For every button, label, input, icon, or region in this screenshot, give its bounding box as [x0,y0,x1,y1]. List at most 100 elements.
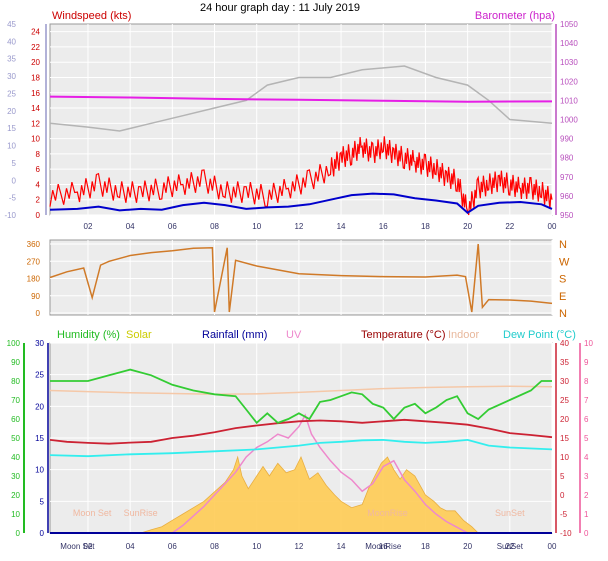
wind-average-line [49,192,553,214]
legend-dew-point: Dew Point (°C) [503,329,576,341]
humidity-y-tick-label: 90 [11,358,20,367]
outer-y-tick-label: 20 [7,107,16,116]
outer-y-tick-label: -5 [9,194,17,203]
wind-y-tick-label: 14 [31,104,40,113]
baro-y-tick-label: 1030 [560,58,578,67]
baro-y-tick-label: 980 [560,154,574,163]
rain-y-tick-label: 30 [35,339,44,348]
uv-y-tick-label: 7 [584,396,589,405]
wind-x-tick-label: 20 [463,222,472,231]
temp-y-tick-label: 10 [560,453,569,462]
combined-x-tick-label: 10 [252,542,261,551]
baro-y-tick-label: 950 [560,211,574,220]
wind-direction-line [49,243,553,313]
outer-y-tick-label: 25 [7,89,16,98]
direction-panel-background [49,239,553,316]
wind-x-tick-label: 10 [252,222,261,231]
uv-y-tick-label: 5 [584,434,589,443]
baro-y-tick-label: 1050 [560,20,578,29]
wind-x-tick-label: 12 [294,222,303,231]
combined-x-tick-label: 14 [337,542,346,551]
humidity-y-tick-label: 0 [16,529,21,538]
combined-x-tick-label: 16 [379,542,388,551]
combined-series-layer: Moon Set SunRise MoonRise SunSet [49,368,553,534]
sun-moon-annotation: SunSet [495,508,525,518]
combined-legend: Humidity (%) Solar Rainfall (mm) UV Temp… [57,329,576,341]
combined-panel-axes: 02 04 06 08 10 12 14 16 18 20 22 003025201510501009… [7,339,594,551]
gray-trace-layer [49,65,553,132]
wind-x-tick-label: 02 [84,222,93,231]
rain-y-tick-label: 20 [35,402,44,411]
wind-y-tick-label: 24 [31,28,40,37]
sun-moon-annotation: MoonRise [367,508,408,518]
legend-temperature: Temperature (°C) [361,329,445,341]
compass-label: S [559,274,566,286]
humidity-y-tick-label: 70 [11,396,20,405]
humidity-y-tick-label: 30 [11,472,20,481]
baro-y-tick-label: 1020 [560,77,578,86]
legend-solar: Solar [126,329,152,341]
dew-point-line [49,438,553,458]
combined-x-tick-label: 04 [126,542,135,551]
temp-y-tick-label: 40 [560,339,569,348]
sun-moon-annotation: Moon Set [73,508,112,518]
legend-indoor: Indoor [448,329,480,341]
outer-y-tick-label: 35 [7,55,16,64]
wind-x-tick-label: 18 [421,222,430,231]
temp-y-tick-label: 15 [560,434,569,443]
uv-y-tick-label: 8 [584,377,589,386]
sun-moon-bottom-label: Moon Set [60,542,95,551]
solar-area [50,455,552,534]
wind-y-tick-label: 22 [31,43,40,52]
outer-y-tick-label: 5 [12,159,17,168]
wind-y-tick-label: 20 [31,58,40,67]
barometer-label: Barometer (hpa) [475,10,555,22]
barometer-line [49,95,553,103]
wind-y-tick-label: 18 [31,73,40,82]
direction-series-layer [49,243,553,313]
uv-y-tick-label: 10 [584,339,593,348]
humidity-y-tick-label: 80 [11,377,20,386]
wind-x-tick-label: 08 [210,222,219,231]
combined-x-tick-label: 18 [421,542,430,551]
outer-y-tick-label: 0 [12,176,17,185]
humidity-y-tick-label: 10 [11,510,20,519]
wind-y-tick-label: 0 [36,211,41,220]
wind-y-tick-label: 8 [36,150,41,159]
wind-panel-axes: 02 04 06 08 10 12 14 16 18 20 22 002422201816141210… [4,20,578,231]
temp-y-tick-label: 5 [560,472,565,481]
page-title: 24 hour graph day : 11 July 2019 [200,2,360,14]
humidity-y-tick-label: 20 [11,491,20,500]
sun-moon-bottom-label: SunSet [497,542,524,551]
uv-y-tick-label: 1 [584,510,589,519]
wind-x-tick-label: 06 [168,222,177,231]
wind-y-tick-label: 16 [31,89,40,98]
baro-y-tick-label: 960 [560,192,574,201]
rain-y-tick-label: 10 [35,466,44,475]
windspeed-label: Windspeed (kts) [52,10,131,22]
uv-y-tick-label: 2 [584,491,589,500]
legend-uv: UV [286,329,302,341]
baro-y-tick-label: 970 [560,173,574,182]
temp-y-tick-label: 25 [560,396,569,405]
rain-y-tick-label: 5 [40,497,45,506]
wind-panel-background [49,23,553,216]
combined-x-tick-label: 06 [168,542,177,551]
combined-x-tick-label: 20 [463,542,472,551]
uv-y-tick-label: 4 [584,453,589,462]
windspeed-line [49,136,553,216]
temp-y-tick-label: 20 [560,415,569,424]
wind-x-tick-label: 00 [548,222,557,231]
indoor-line [49,385,553,396]
temperature-line [49,418,553,445]
humidity-y-tick-label: 50 [11,434,20,443]
compass-label: N [559,239,567,251]
wind-x-tick-label: 14 [337,222,346,231]
outer-y-tick-label: -10 [4,211,16,220]
compass-label: E [559,291,566,303]
combined-x-tick-label: 22 [505,542,514,551]
legend-rainfall: Rainfall (mm) [202,329,267,341]
combined-x-tick-label: 00 [548,542,557,551]
temp-y-tick-label: 0 [560,491,565,500]
